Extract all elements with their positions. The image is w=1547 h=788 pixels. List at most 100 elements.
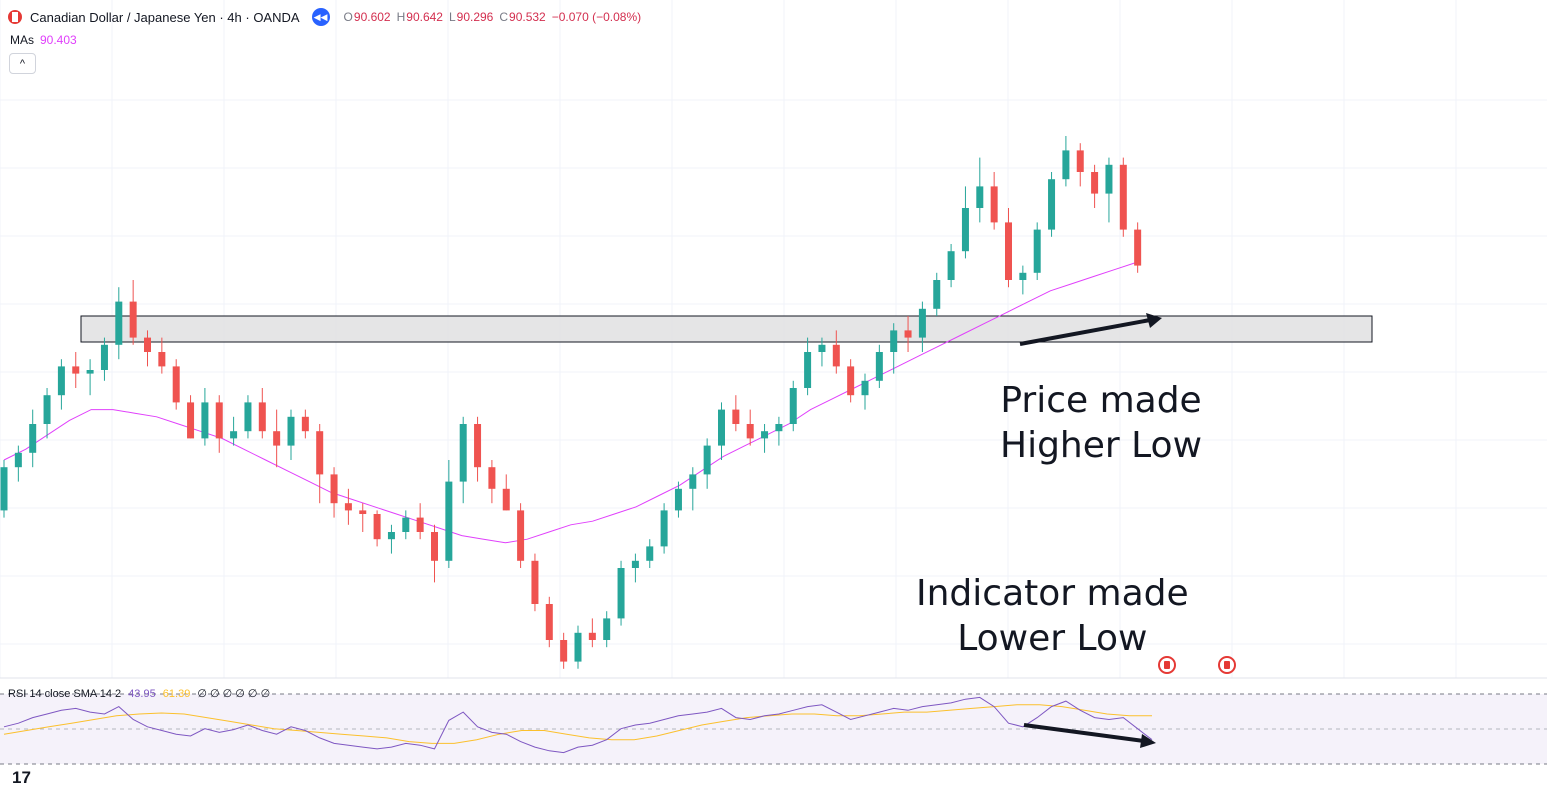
candle-down <box>330 474 338 504</box>
candle-up <box>660 510 668 547</box>
open-value: O90.602 <box>343 10 391 24</box>
resistance-zone[interactable] <box>80 315 1373 343</box>
candle-down <box>1005 222 1012 280</box>
candle-down <box>732 409 740 424</box>
high-value: H90.642 <box>396 10 443 24</box>
candle-up <box>86 370 94 374</box>
rsi-legend[interactable]: RSI 14 close SMA 14 2 43.95 61.39 ∅ ∅ ∅ … <box>8 687 270 700</box>
symbol-legend: Canadian Dollar / Japanese Yen · 4h · OA… <box>8 8 647 26</box>
candle-down <box>215 402 223 439</box>
candle-up <box>57 366 65 396</box>
candle-down <box>359 510 367 514</box>
candle-down <box>488 467 496 489</box>
candle-down <box>373 514 381 540</box>
candle-up <box>617 568 625 619</box>
candle-up <box>244 402 252 432</box>
candle-up <box>1019 272 1027 280</box>
candle-up <box>947 251 955 280</box>
candle-down <box>502 488 510 511</box>
candle-up <box>115 301 123 345</box>
rsi-value: 43.95 <box>128 688 156 700</box>
candle-up <box>201 402 209 439</box>
candle-up <box>961 208 969 252</box>
candle-up <box>631 560 639 568</box>
candle-down <box>531 560 539 604</box>
candle-down <box>172 366 180 403</box>
candle-down <box>990 186 998 223</box>
candle-up <box>976 186 984 208</box>
candle-up <box>646 546 654 561</box>
replay-icon[interactable]: ◀◀ <box>311 8 330 26</box>
candle-up <box>1062 150 1070 180</box>
candle-up <box>14 452 22 468</box>
candle-down <box>344 503 352 511</box>
candle-up <box>1048 179 1056 230</box>
low-value: L90.296 <box>448 10 494 24</box>
candle-up <box>1105 164 1113 194</box>
collapse-legend-button[interactable]: ^ <box>9 53 36 74</box>
candle-up <box>761 431 769 439</box>
close-value: C90.532 <box>499 10 546 24</box>
candle-down <box>1091 172 1099 194</box>
ma-legend[interactable]: MAs 90.403 <box>10 33 77 47</box>
candle-up <box>861 380 869 396</box>
candle-down <box>416 517 424 532</box>
candle-down <box>517 510 525 561</box>
candle-down <box>72 366 80 374</box>
candle-up <box>445 481 453 561</box>
rsi-label: RSI 14 close SMA 14 2 <box>8 688 122 700</box>
candle-down <box>1076 150 1084 172</box>
candle-down <box>1134 229 1142 266</box>
candle-up <box>818 344 826 352</box>
indicator-lower-low-arrow <box>1023 723 1156 748</box>
candle-down <box>258 402 266 432</box>
candle-up <box>918 308 926 338</box>
rsi-line <box>3 696 1153 754</box>
candle-up <box>287 416 295 446</box>
price-annotation-line-2: Higher Low <box>1000 425 1203 466</box>
ma-label: MAs <box>10 33 34 47</box>
candle-up <box>574 632 582 662</box>
indicator-annotation: Indicator made Lower Low <box>916 571 1189 661</box>
price-annotation-line-1: Price made <box>1000 380 1202 421</box>
candle-down <box>904 330 912 338</box>
candle-up <box>29 424 37 453</box>
candle-up <box>674 488 682 511</box>
candle-down <box>273 431 281 446</box>
price-higher-low-arrow <box>1019 313 1162 346</box>
tradingview-logo[interactable]: 17 <box>12 768 31 787</box>
candle-up <box>933 280 941 309</box>
candle-up <box>689 474 697 489</box>
candle-up <box>890 330 898 352</box>
candle-up <box>402 517 410 532</box>
candle-up <box>703 445 711 475</box>
candle-down <box>1119 164 1127 230</box>
change-value: −0.070 (−0.08%) <box>551 10 642 24</box>
candle-down <box>832 344 840 367</box>
canada-flag-icon <box>8 10 22 24</box>
candle-down <box>129 301 137 338</box>
candle-down <box>588 632 596 640</box>
candle-up <box>875 352 883 381</box>
candle-down <box>144 337 151 352</box>
chart-grid <box>0 0 1547 678</box>
candle-up <box>387 532 395 540</box>
ma-value: 90.403 <box>40 33 77 47</box>
economic-event-icon[interactable] <box>1158 656 1176 674</box>
price-annotation: Price made Higher Low <box>1000 378 1202 468</box>
symbol-title[interactable]: Canadian Dollar / Japanese Yen · 4h · OA… <box>30 9 300 25</box>
candle-up <box>804 352 812 388</box>
candle-down <box>746 424 754 439</box>
rsi-sma-line <box>3 704 1152 744</box>
candle-up <box>43 395 51 424</box>
candle-down <box>560 640 568 662</box>
rsi-extra-values: ∅ ∅ ∅ ∅ ∅ ∅ <box>197 688 271 700</box>
candle-down <box>301 416 309 432</box>
candle-down <box>316 431 324 475</box>
candlestick-series <box>0 136 1142 669</box>
candle-up <box>789 388 797 424</box>
candle-down <box>431 532 438 561</box>
economic-event-icon[interactable] <box>1218 656 1236 674</box>
indicator-annotation-line-2: Lower Low <box>957 618 1148 659</box>
